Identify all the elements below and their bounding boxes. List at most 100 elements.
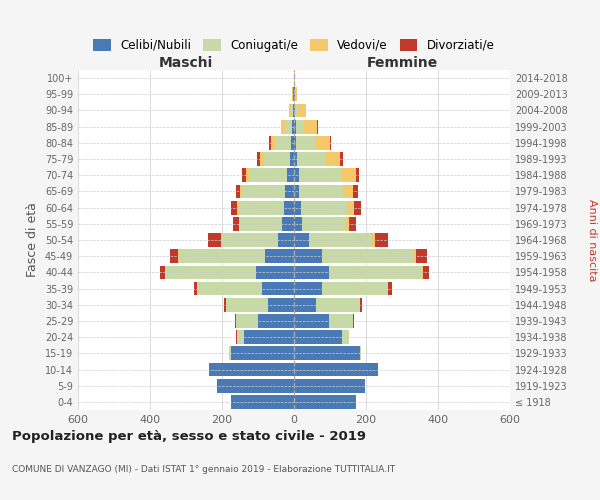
Bar — [294, 266, 329, 280]
Bar — [292, 136, 294, 149]
Bar — [249, 168, 287, 182]
Bar — [222, 233, 278, 247]
Bar — [374, 233, 388, 247]
Bar — [330, 136, 331, 149]
Bar — [289, 104, 291, 118]
Bar — [316, 298, 360, 312]
Bar — [291, 104, 293, 118]
Bar — [240, 184, 242, 198]
Bar — [275, 136, 292, 149]
Bar — [237, 200, 239, 214]
Bar — [294, 314, 329, 328]
Text: Popolazione per età, sesso e stato civile - 2019: Popolazione per età, sesso e stato civil… — [12, 430, 366, 443]
Bar — [257, 152, 260, 166]
Bar — [294, 88, 295, 101]
Bar — [353, 314, 354, 328]
Bar — [294, 250, 322, 263]
Bar — [297, 152, 325, 166]
Bar — [269, 136, 271, 149]
Bar — [236, 314, 258, 328]
Bar — [278, 233, 294, 247]
Bar — [422, 266, 423, 280]
Bar — [322, 250, 414, 263]
Bar — [343, 184, 353, 198]
Bar — [296, 120, 304, 134]
Bar — [388, 282, 392, 296]
Bar — [283, 217, 294, 230]
Bar — [304, 120, 317, 134]
Bar — [240, 217, 283, 230]
Bar — [170, 250, 178, 263]
Bar — [281, 120, 285, 134]
Bar — [236, 330, 237, 344]
Bar — [377, 362, 378, 376]
Bar — [340, 152, 343, 166]
Bar — [256, 266, 294, 280]
Bar — [294, 136, 296, 149]
Bar — [294, 346, 359, 360]
Bar — [294, 379, 365, 392]
Bar — [309, 233, 371, 247]
Legend: Celibi/Nubili, Coniugati/e, Vedovi/e, Divorziati/e: Celibi/Nubili, Coniugati/e, Vedovi/e, Di… — [90, 35, 498, 55]
Bar — [271, 136, 275, 149]
Bar — [315, 136, 330, 149]
Bar — [294, 217, 302, 230]
Bar — [166, 266, 256, 280]
Bar — [284, 200, 294, 214]
Bar — [287, 168, 294, 182]
Bar — [260, 152, 264, 166]
Bar — [294, 233, 309, 247]
Bar — [242, 168, 246, 182]
Bar — [178, 250, 179, 263]
Bar — [231, 346, 294, 360]
Bar — [239, 200, 284, 214]
Bar — [295, 88, 296, 101]
Bar — [246, 168, 249, 182]
Bar — [208, 233, 221, 247]
Bar — [423, 266, 429, 280]
Bar — [294, 200, 301, 214]
Bar — [242, 184, 285, 198]
Bar — [230, 200, 237, 214]
Bar — [353, 184, 358, 198]
Bar — [371, 233, 374, 247]
Bar — [265, 250, 294, 263]
Text: Maschi: Maschi — [159, 56, 213, 70]
Bar — [262, 282, 294, 296]
Bar — [346, 217, 349, 230]
Bar — [302, 217, 346, 230]
Bar — [197, 282, 262, 296]
Bar — [414, 250, 416, 263]
Bar — [229, 346, 231, 360]
Bar — [341, 330, 349, 344]
Bar — [293, 104, 294, 118]
Bar — [296, 88, 297, 101]
Bar — [160, 266, 166, 280]
Bar — [285, 184, 294, 198]
Bar — [356, 168, 359, 182]
Bar — [294, 104, 295, 118]
Bar — [294, 330, 341, 344]
Bar — [233, 217, 239, 230]
Bar — [299, 168, 342, 182]
Bar — [294, 298, 316, 312]
Bar — [360, 298, 362, 312]
Bar — [322, 282, 388, 296]
Bar — [342, 168, 356, 182]
Y-axis label: Anni di nascita: Anni di nascita — [587, 198, 597, 281]
Bar — [354, 200, 361, 214]
Bar — [347, 200, 354, 214]
Bar — [292, 120, 294, 134]
Bar — [416, 250, 427, 263]
Bar — [221, 233, 222, 247]
Bar — [285, 120, 292, 134]
Bar — [236, 184, 240, 198]
Bar — [294, 282, 322, 296]
Text: Femmine: Femmine — [367, 56, 437, 70]
Bar — [239, 217, 240, 230]
Bar — [295, 104, 298, 118]
Bar — [294, 184, 299, 198]
Bar — [235, 314, 236, 328]
Bar — [244, 330, 294, 344]
Bar — [317, 120, 318, 134]
